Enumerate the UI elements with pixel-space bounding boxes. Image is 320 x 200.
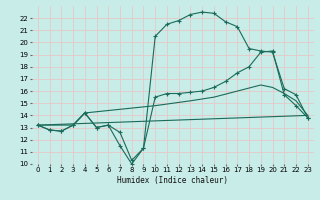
X-axis label: Humidex (Indice chaleur): Humidex (Indice chaleur) xyxy=(117,176,228,185)
